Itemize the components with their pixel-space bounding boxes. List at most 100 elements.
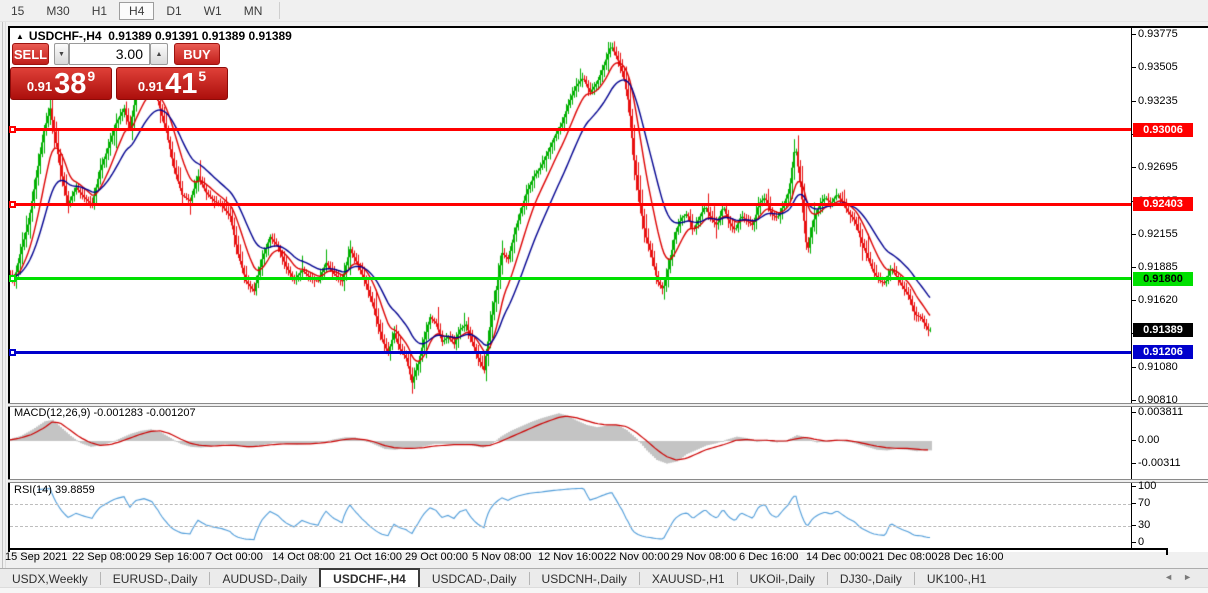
time-axis-label: 29 Oct 00:00 xyxy=(405,551,468,563)
rsi-tick-label: 100 xyxy=(1131,480,1157,492)
sell-button-label: SELL xyxy=(13,46,48,62)
volume-decrease-button[interactable]: ▼ xyxy=(54,43,69,65)
horizontal-level-line[interactable] xyxy=(10,202,1131,206)
tab-separator xyxy=(99,572,101,585)
buy-price-big-digits: 41 xyxy=(165,68,198,101)
tab-usdcnh-daily[interactable]: USDCNH-,Daily xyxy=(541,571,627,586)
price-tick-label: 0.91080 xyxy=(1132,360,1178,373)
chart-window-border xyxy=(8,548,1168,550)
tab-separator xyxy=(913,572,915,585)
timeframe-button-h1[interactable]: H1 xyxy=(91,3,108,18)
level-line-anchor[interactable] xyxy=(9,200,16,208)
timeframe-toolbar: 15 M30 H1 H4 D1 W1 MN xyxy=(0,0,1208,22)
pane-separator[interactable] xyxy=(8,403,1208,407)
macd-tick-label: -0.00311 xyxy=(1132,456,1181,469)
status-strip xyxy=(0,587,1208,593)
rsi-tick-label: 70 xyxy=(1131,496,1151,509)
tab-xauusd-h1[interactable]: XAUUSD-,H1 xyxy=(651,571,725,586)
buy-button-label: BUY xyxy=(183,46,211,62)
open-value: 0.91389 xyxy=(108,29,152,43)
rsi-level-dashed-line xyxy=(10,503,1131,505)
volume-increase-button[interactable]: ▲ xyxy=(150,43,168,65)
horizontal-level-line[interactable] xyxy=(10,277,1131,281)
horizontal-level-line[interactable] xyxy=(10,350,1131,354)
volume-input[interactable] xyxy=(69,43,150,65)
chevron-down-icon: ▼ xyxy=(58,50,65,58)
time-axis-label: 22 Sep 08:00 xyxy=(72,551,138,563)
scroll-tabs-left-icon[interactable]: ◄ xyxy=(1164,572,1184,582)
buy-price-display[interactable]: 0.91 41 5 xyxy=(116,67,228,100)
time-axis-label: 14 Oct 08:00 xyxy=(272,551,335,563)
current-price-label: 0.91389 xyxy=(1133,322,1193,337)
collapse-panel-icon[interactable]: ▲ xyxy=(16,32,24,41)
rsi-tick-label: 0 xyxy=(1131,536,1145,548)
tab-audusd-daily[interactable]: AUDUSD-,Daily xyxy=(222,571,308,586)
macd-indicator-chart[interactable] xyxy=(10,407,1131,480)
tab-ukoil-daily[interactable]: UKOil-,Daily xyxy=(749,571,815,586)
timeframe-button-15[interactable]: 15 xyxy=(11,3,25,18)
time-axis-label: 29 Sep 16:00 xyxy=(139,551,205,563)
price-tick-label: 0.91620 xyxy=(1132,294,1178,307)
price-tick-label: 0.92695 xyxy=(1132,161,1178,174)
time-axis-label: 21 Dec 08:00 xyxy=(872,551,938,563)
macd-indicator-label: MACD(12,26,9) -0.001283 -0.001207 xyxy=(14,407,196,419)
timeframe-button-mn[interactable]: MN xyxy=(243,3,263,18)
symbol-period-label: USDCHF-,H4 xyxy=(28,29,102,43)
time-axis-label: 15 Sep 2021 xyxy=(5,551,68,563)
tab-uk100-h1[interactable]: UK100-,H1 xyxy=(926,571,987,586)
timeframe-button-d1[interactable]: D1 xyxy=(166,3,182,18)
chart-window-corner-notch xyxy=(1166,548,1168,555)
close-value: 0.91389 xyxy=(248,29,292,43)
rsi-level-dashed-line xyxy=(10,526,1131,528)
toolbar-separator xyxy=(279,2,281,19)
level-line-anchor[interactable] xyxy=(9,275,16,283)
tab-separator xyxy=(638,572,640,585)
price-level-label: 0.92403 xyxy=(1133,197,1193,212)
level-line-anchor[interactable] xyxy=(9,348,16,356)
chart-tab-bar: USDX,Weekly EURUSD-,Daily AUDUSD-,Daily USD… xyxy=(0,568,1208,588)
tab-usdchf-h4[interactable]: USDCHF-,H4 xyxy=(319,568,420,588)
low-value: 0.91389 xyxy=(201,29,246,43)
tab-dj30-daily[interactable]: DJ30-,Daily xyxy=(839,571,902,586)
chart-ohlc-header: ▲ USDCHF-,H4 0.91389 0.91391 0.91389 0.91… xyxy=(16,29,292,43)
high-value: 0.91391 xyxy=(155,29,199,43)
rsi-indicator-label: RSI(14) 39.8859 xyxy=(14,484,95,496)
time-axis-label: 5 Nov 08:00 xyxy=(472,551,532,563)
tab-separator xyxy=(736,572,738,585)
rsi-indicator-chart[interactable] xyxy=(10,483,1131,546)
horizontal-level-line[interactable] xyxy=(10,128,1131,132)
price-level-label: 0.91206 xyxy=(1133,345,1193,360)
time-axis-label: 21 Oct 16:00 xyxy=(339,551,402,563)
level-line-anchor[interactable] xyxy=(9,126,16,134)
time-axis-label: 12 Nov 16:00 xyxy=(538,551,604,563)
rsi-tick-label: 30 xyxy=(1131,519,1151,532)
price-tick-label: 0.91885 xyxy=(1132,261,1178,274)
tab-eurusd-daily[interactable]: EURUSD-,Daily xyxy=(112,571,198,586)
timeframe-button-h4[interactable]: H4 xyxy=(119,1,155,20)
timeframe-button-m30[interactable]: M30 xyxy=(46,3,70,18)
time-axis-label: 22 Nov 00:00 xyxy=(604,551,670,563)
sell-button[interactable]: SELL xyxy=(12,43,49,65)
window-edge-line xyxy=(2,22,3,588)
pane-separator[interactable] xyxy=(8,479,1208,483)
window-edge-line xyxy=(5,22,6,588)
time-axis-label: 6 Dec 16:00 xyxy=(739,551,799,563)
buy-button[interactable]: BUY xyxy=(174,43,220,65)
tab-usdcad-daily[interactable]: USDCAD-,Daily xyxy=(431,571,517,586)
time-axis-label: 29 Nov 08:00 xyxy=(671,551,737,563)
sell-price-pip-digit: 9 xyxy=(87,68,96,84)
sell-price-prefix: 0.91 xyxy=(26,79,53,94)
buy-price-pip-digit: 5 xyxy=(198,68,207,84)
sell-price-display[interactable]: 0.91 38 9 xyxy=(10,67,112,100)
price-tick-label: 0.93775 xyxy=(1132,27,1178,40)
buy-price-prefix: 0.91 xyxy=(137,79,164,94)
price-level-label: 0.91800 xyxy=(1133,271,1193,286)
tab-usdx-weekly[interactable]: USDX,Weekly xyxy=(12,571,88,586)
time-axis-label: 14 Dec 00:00 xyxy=(806,551,872,563)
timeframe-button-w1[interactable]: W1 xyxy=(203,3,222,18)
scroll-tabs-right-icon[interactable]: ► xyxy=(1183,572,1202,582)
time-axis-label: 28 Dec 16:00 xyxy=(938,551,1004,563)
time-axis-label: 7 Oct 00:00 xyxy=(206,551,263,563)
price-tick-label: 0.92155 xyxy=(1132,228,1178,241)
